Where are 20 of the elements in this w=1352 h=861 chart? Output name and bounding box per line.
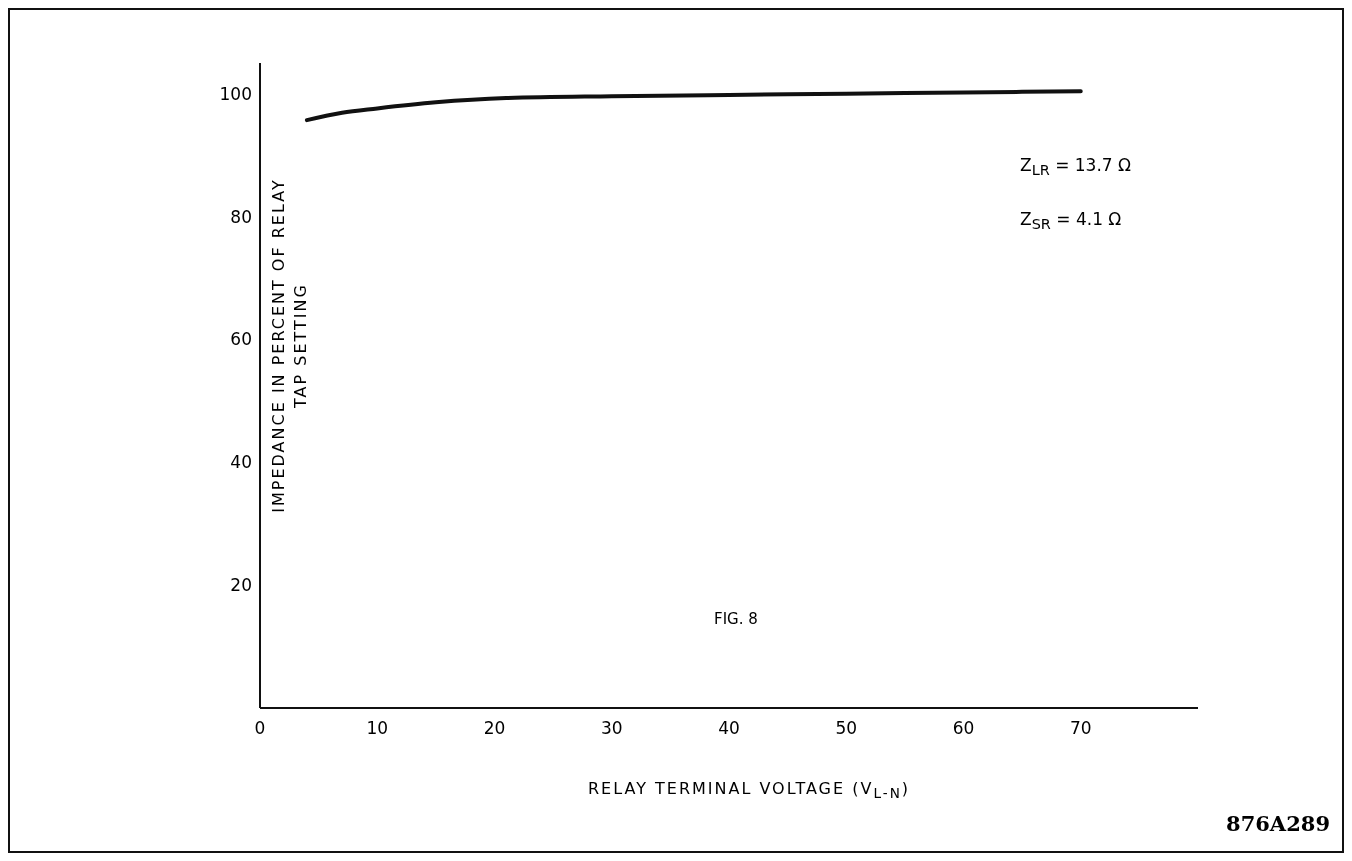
x-tick-label: 50 xyxy=(835,718,858,738)
x-axis-title: RELAY TERMINAL VOLTAGE (V$_{L-N}$) xyxy=(587,779,911,802)
y-tick-label: 40 xyxy=(230,452,252,473)
x-tick-label: 20 xyxy=(483,718,506,738)
y-tick-label: 100 xyxy=(219,83,252,104)
x-tick-label: 40 xyxy=(718,718,740,738)
x-tick-label: 70 xyxy=(1069,718,1092,738)
annotation: FIG. 8 xyxy=(714,610,758,628)
y-tick-label: 20 xyxy=(230,575,252,596)
annotation: Z$_{LR}$ = 13.7 Ω xyxy=(1020,155,1132,179)
annotation: Z$_{SR}$ = 4.1 Ω xyxy=(1020,209,1122,233)
line-series xyxy=(304,89,1083,123)
y-axis-title: IMPEDANCE IN PERCENT OF RELAY TAP SETTING xyxy=(269,178,310,513)
x-tick-label: 10 xyxy=(366,718,389,738)
text: 876A289 xyxy=(1226,811,1330,836)
y-tick-label: 60 xyxy=(230,329,252,350)
x-tick-label: 30 xyxy=(600,718,623,738)
x-tick-label: 60 xyxy=(952,718,975,738)
x-tick-label: 0 xyxy=(254,718,266,738)
y-tick-label: 80 xyxy=(230,206,252,227)
